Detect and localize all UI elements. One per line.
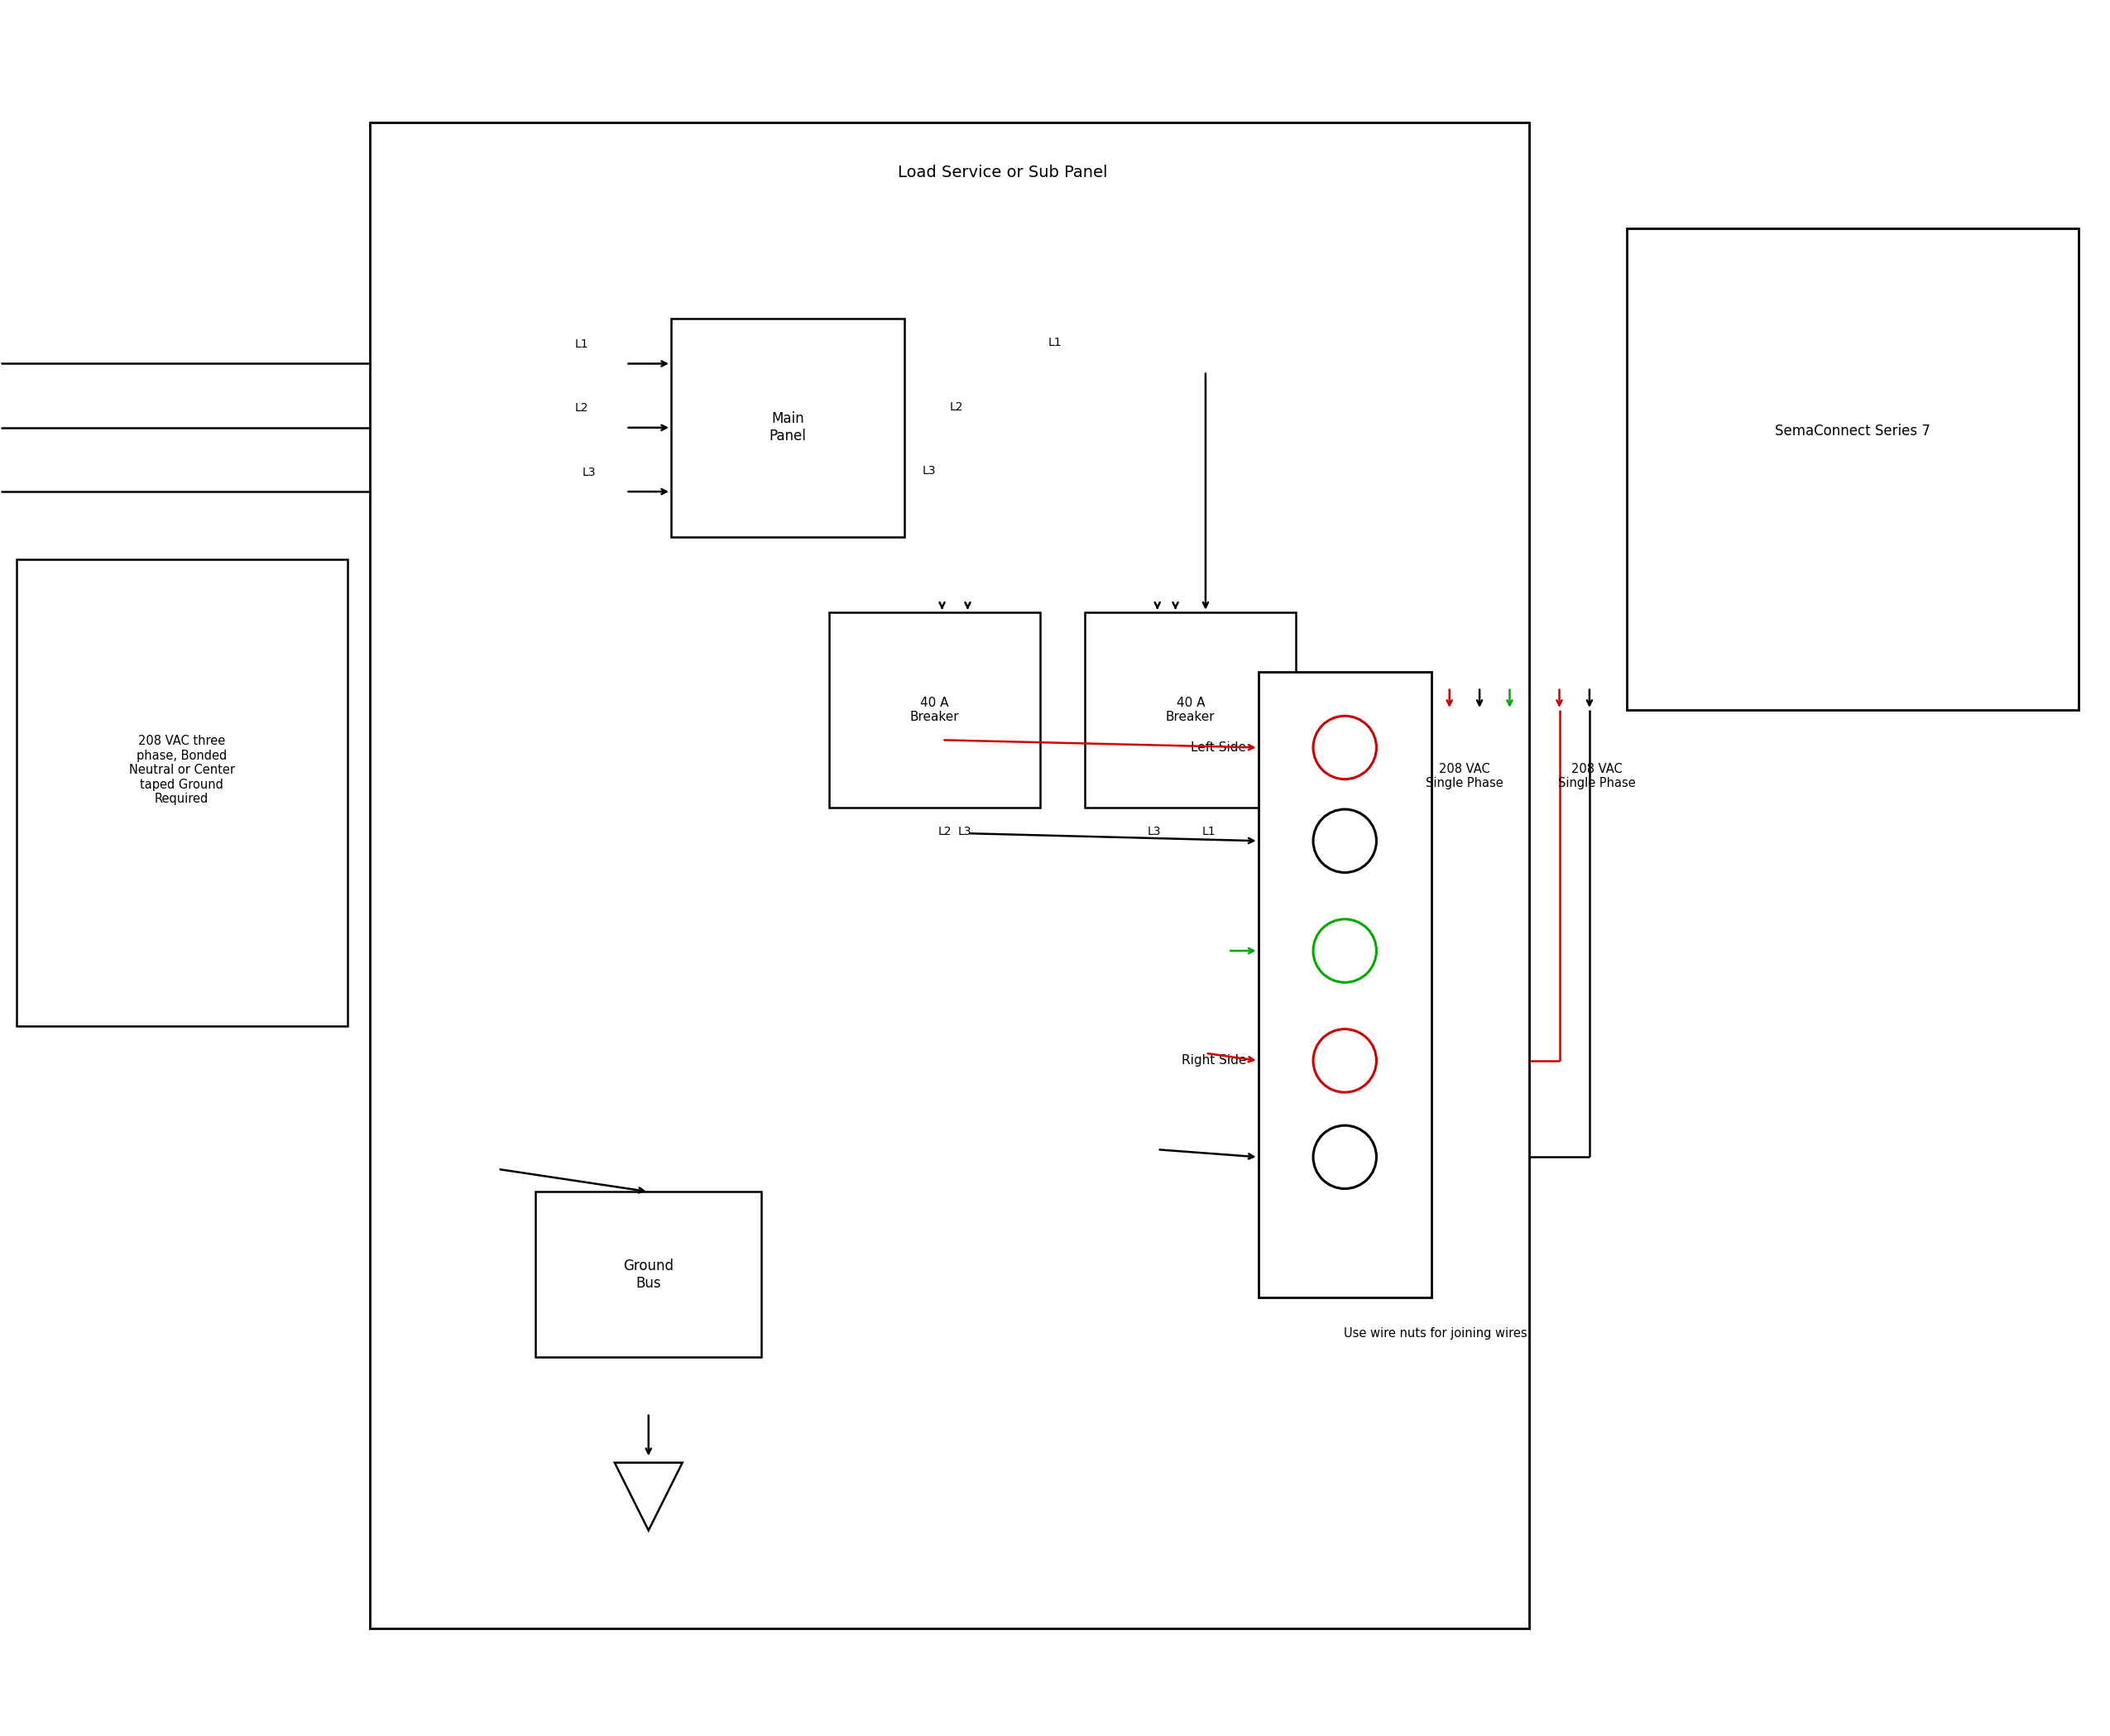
- Text: L1: L1: [1203, 826, 1215, 837]
- Text: L3: L3: [1148, 826, 1160, 837]
- Text: L2: L2: [939, 826, 952, 837]
- Text: L2: L2: [949, 401, 964, 413]
- Bar: [1627, 227, 2078, 710]
- Circle shape: [1312, 715, 1376, 779]
- Text: L2: L2: [574, 403, 589, 415]
- Bar: [671, 318, 905, 536]
- Text: L1: L1: [574, 339, 589, 351]
- Text: Left Side: Left Side: [1190, 741, 1247, 753]
- Bar: [536, 1191, 762, 1358]
- Text: 40 A
Breaker: 40 A Breaker: [909, 696, 960, 724]
- Bar: [1085, 613, 1296, 807]
- Circle shape: [1312, 1125, 1376, 1189]
- Text: Main
Panel: Main Panel: [770, 411, 806, 444]
- Bar: [1258, 672, 1431, 1297]
- Text: Right Side: Right Side: [1182, 1054, 1247, 1068]
- Text: 208 VAC
Single Phase: 208 VAC Single Phase: [1426, 762, 1502, 790]
- Text: SemaConnect Series 7: SemaConnect Series 7: [1775, 424, 1931, 439]
- Text: L3: L3: [582, 467, 595, 477]
- Text: L3: L3: [922, 465, 937, 477]
- Text: L1: L1: [1049, 337, 1061, 349]
- Text: 208 VAC three
phase, Bonded
Neutral or Center
taped Ground
Required: 208 VAC three phase, Bonded Neutral or C…: [129, 734, 234, 806]
- Text: 208 VAC
Single Phase: 208 VAC Single Phase: [1557, 762, 1635, 790]
- Text: Use wire nuts for joining wires: Use wire nuts for joining wires: [1344, 1328, 1528, 1340]
- Text: L3: L3: [958, 826, 971, 837]
- Bar: [369, 123, 1530, 1628]
- Bar: [17, 559, 348, 1026]
- Text: Load Service or Sub Panel: Load Service or Sub Panel: [897, 165, 1108, 181]
- Circle shape: [1312, 1029, 1376, 1092]
- Circle shape: [1312, 809, 1376, 873]
- Text: 40 A
Breaker: 40 A Breaker: [1167, 696, 1215, 724]
- Text: Ground
Bus: Ground Bus: [622, 1259, 673, 1290]
- Circle shape: [1312, 918, 1376, 983]
- Bar: [829, 613, 1040, 807]
